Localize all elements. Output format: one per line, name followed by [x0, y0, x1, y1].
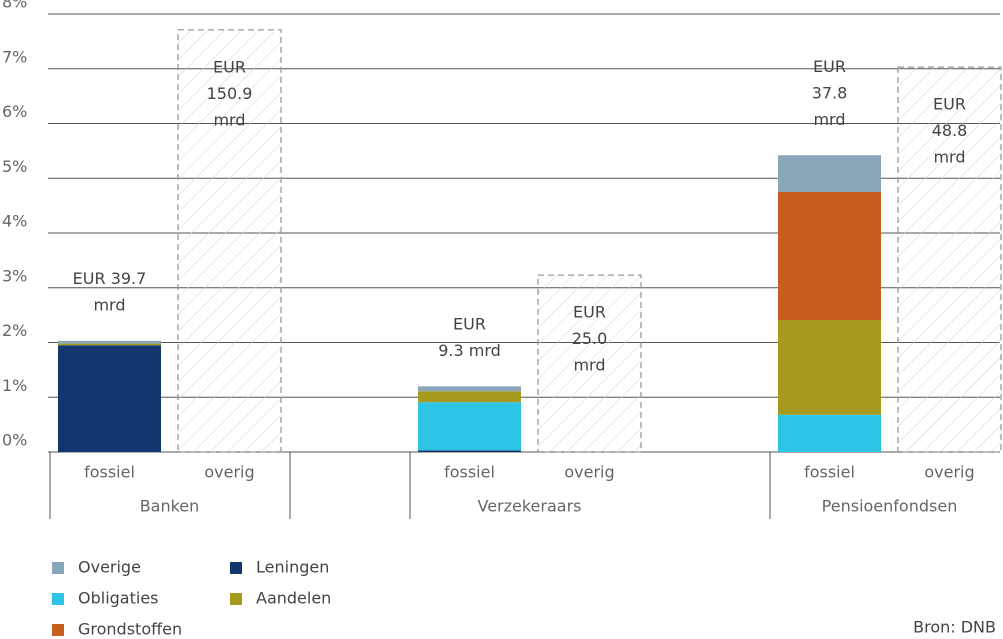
legend-swatch [230, 562, 242, 574]
group-label: Banken [140, 497, 200, 516]
bar-annotation: 48.8 [932, 121, 968, 140]
bar-annotation: 25.0 [572, 329, 608, 348]
bar-segment [418, 391, 521, 403]
legend-label: Aandelen [256, 589, 331, 608]
y-tick-label: 4% [2, 212, 27, 231]
y-tick-label: 5% [2, 157, 27, 176]
legend-label: Leningen [256, 558, 329, 577]
bar-segment [418, 450, 521, 452]
x-tick-label: fossiel [84, 463, 135, 482]
bar-overig [177, 29, 282, 453]
legend-swatch [230, 593, 242, 605]
legend-swatch [52, 624, 64, 636]
bar-annotation: mrd [93, 295, 125, 314]
y-tick-label: 0% [2, 431, 27, 450]
bar-annotation: 9.3 mrd [438, 341, 501, 360]
y-tick-label: 2% [2, 321, 27, 340]
bar-annotation: EUR [933, 95, 966, 114]
bar-segment [58, 340, 161, 344]
bar-annotation: mrd [813, 110, 845, 129]
x-tick-label: fossiel [444, 463, 495, 482]
y-tick-label: 8% [2, 0, 27, 12]
bar-annotation: EUR [573, 303, 606, 322]
bar-annotation: 150.9 [207, 84, 253, 103]
bar-segment [778, 191, 881, 321]
bar-annotation: mrd [933, 148, 965, 167]
legend-swatch [52, 593, 64, 605]
bar-segment [58, 345, 161, 452]
bar-annotation: EUR [813, 57, 846, 76]
y-tick-label: 1% [2, 376, 27, 395]
group-label: Verzekeraars [477, 497, 581, 516]
group-label: Pensioenfondsen [822, 497, 958, 516]
bar-segment [778, 320, 881, 415]
bar-annotation: mrd [573, 356, 605, 375]
y-tick-label: 6% [2, 102, 27, 121]
bar-segment [418, 386, 521, 392]
bar-annotation: mrd [213, 110, 245, 129]
bar-annotation: 37.8 [812, 83, 848, 102]
bar-overig [897, 66, 1002, 453]
bar-overig [537, 274, 642, 453]
x-tick-label: overig [924, 463, 974, 482]
legend-swatch [52, 562, 64, 574]
source: Bron: DNB [913, 618, 996, 637]
legend-label: Obligaties [78, 589, 159, 608]
bar-segment [778, 414, 881, 452]
bar-annotation: EUR 39.7 [73, 269, 147, 288]
bar-segment [418, 402, 521, 451]
y-tick-label: 7% [2, 47, 27, 66]
bar-segment [778, 155, 881, 192]
bar-annotation: EUR [453, 314, 486, 333]
x-tick-label: overig [204, 463, 254, 482]
legend-label: Overige [78, 558, 141, 577]
legend-label: Grondstoffen [78, 620, 182, 639]
bar-annotation: EUR [213, 57, 246, 76]
x-tick-label: fossiel [804, 463, 855, 482]
x-tick-label: overig [564, 463, 614, 482]
y-tick-label: 3% [2, 266, 27, 285]
bar-segment [58, 343, 161, 346]
